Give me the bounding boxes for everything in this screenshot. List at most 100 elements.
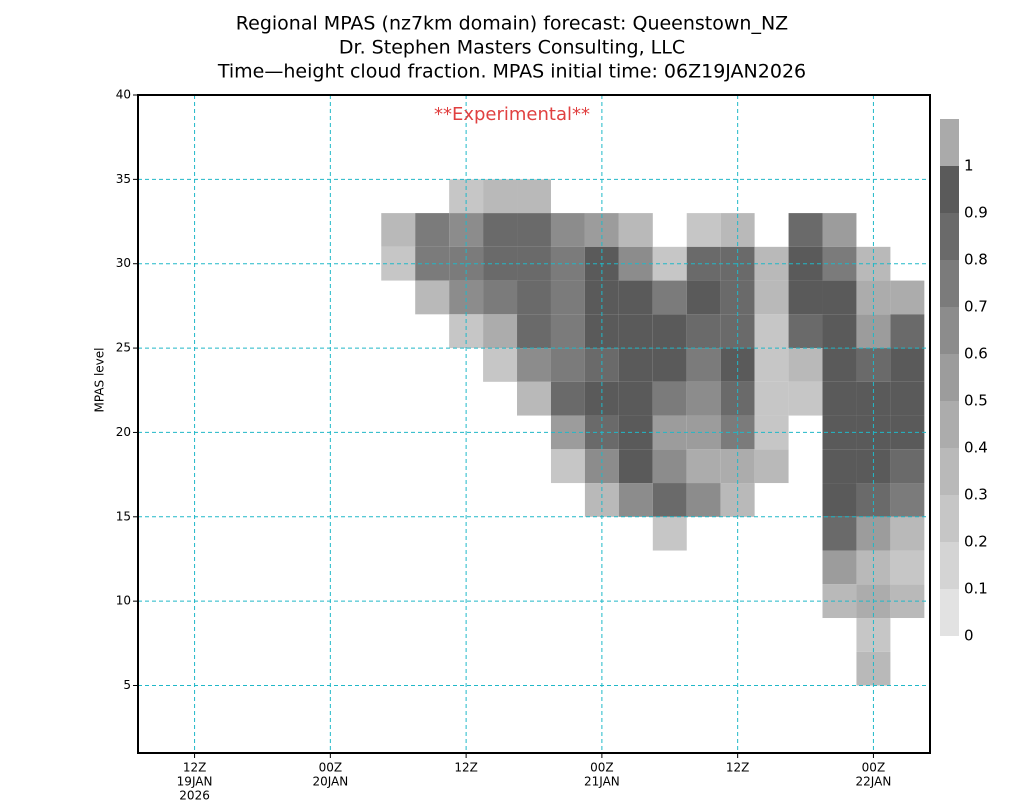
cloud-cell	[653, 213, 687, 247]
cloud-cell	[755, 483, 789, 517]
cloud-cell	[415, 348, 449, 382]
cloud-cell	[890, 314, 925, 349]
cloud-cell	[822, 314, 857, 349]
cloud-cell	[517, 483, 551, 517]
cloud-cell	[550, 449, 585, 484]
cloud-cell	[890, 652, 924, 686]
colorbar-box	[940, 166, 959, 213]
cloud-cell	[381, 517, 415, 551]
cloud-cell	[551, 179, 585, 213]
cloud-cell	[517, 314, 551, 349]
cloud-cell	[687, 179, 721, 213]
cloud-cell	[381, 551, 415, 585]
cloud-cell	[618, 449, 653, 484]
cloud-cell	[686, 449, 721, 484]
cloud-cell	[517, 381, 551, 416]
cloud-cell	[619, 179, 653, 213]
cloud-cell	[550, 280, 585, 315]
cloud-cell	[381, 179, 415, 213]
colorbar-box	[940, 119, 959, 166]
cloud-cell	[381, 483, 415, 517]
cloud-cell	[890, 483, 925, 517]
cloud-cell	[686, 213, 721, 247]
cloud-cell	[415, 449, 449, 483]
cloud-cell	[788, 314, 823, 349]
colorbar-label: 0.8	[964, 251, 988, 269]
cloud-cell	[687, 517, 721, 551]
cloud-cell	[618, 314, 653, 349]
cloud-cell	[381, 449, 415, 483]
cloud-cell	[381, 281, 415, 315]
cloud-cell	[483, 382, 517, 416]
cloud-cell	[551, 618, 585, 652]
x-tick-date: 21JAN	[584, 775, 620, 789]
cloud-cell	[618, 348, 653, 382]
cloud-cell	[618, 213, 653, 247]
y-axis-label: MPAS level	[93, 348, 107, 413]
cloud-cell	[517, 449, 551, 483]
cloud-cell	[755, 179, 789, 213]
cloud-cell	[789, 483, 823, 517]
cloud-cell	[483, 314, 518, 349]
cloud-cell	[890, 213, 924, 247]
cloud-cell	[686, 348, 721, 382]
cloud-cell	[619, 618, 653, 652]
cloud-cell	[822, 516, 857, 551]
colorbar-label: 0	[964, 627, 974, 645]
cells	[381, 179, 925, 686]
y-tick-label: 5	[123, 678, 131, 692]
colorbar-label: 0.2	[964, 533, 988, 551]
cloud-cell	[823, 652, 857, 686]
colorbar-label: 0.6	[964, 345, 988, 363]
cloud-cell	[652, 516, 687, 551]
cloud-cell	[551, 483, 585, 517]
cloud-cell	[687, 618, 721, 652]
cloud-cell	[550, 348, 585, 382]
cloud-cell	[890, 348, 925, 382]
chart-title: Regional MPAS (nz7km domain) forecast: Q…	[236, 13, 788, 35]
colorbar-box	[940, 260, 959, 307]
cloud-cell	[517, 517, 551, 551]
cloud-cell	[483, 551, 517, 585]
cloud-cell	[550, 213, 585, 247]
cloud-cell	[483, 618, 517, 652]
cloud-cell	[652, 449, 687, 484]
cloud-cell	[551, 551, 585, 585]
cloud-cell	[483, 348, 518, 382]
cloud-cell	[789, 517, 823, 551]
colorbar-label: 1	[964, 157, 974, 175]
colorbar-box	[940, 495, 959, 542]
cloud-cell	[550, 314, 585, 349]
cloud-cell	[415, 483, 449, 517]
cloud-cell	[890, 179, 924, 213]
colorbar-box	[940, 401, 959, 448]
cloud-cell	[822, 348, 857, 382]
y-tick-label: 20	[116, 425, 131, 439]
cloud-cell	[415, 618, 449, 652]
cloud-cell	[517, 618, 551, 652]
cloud-cell	[483, 517, 517, 551]
cloud-cell	[483, 483, 517, 517]
cloud-cell	[415, 280, 450, 315]
cloud-cell	[890, 280, 925, 315]
cloud-cell	[754, 449, 789, 484]
colorbar-label: 0.9	[964, 204, 988, 222]
cloud-cell	[415, 517, 449, 551]
colorbar-box	[940, 589, 959, 636]
cloud-cell	[517, 348, 551, 382]
cloud-cell	[652, 483, 687, 517]
plot-frame	[137, 94, 931, 754]
cloud-cell	[618, 280, 653, 315]
cloud-cell	[483, 652, 517, 686]
cloud-cell	[551, 517, 585, 551]
chart-title: Time—height cloud fraction. MPAS initial…	[217, 61, 806, 83]
cloud-cell	[822, 213, 857, 247]
colorbar-box	[940, 542, 959, 589]
cloud-cell	[381, 382, 415, 416]
cloud-cell	[550, 381, 585, 416]
x-tick-label: 00Z	[319, 761, 343, 775]
cloud-cell	[652, 348, 687, 382]
colorbar-box	[940, 354, 959, 401]
colorbar-label: 0.5	[964, 392, 988, 410]
x-tick-label: 12Z	[183, 761, 207, 775]
